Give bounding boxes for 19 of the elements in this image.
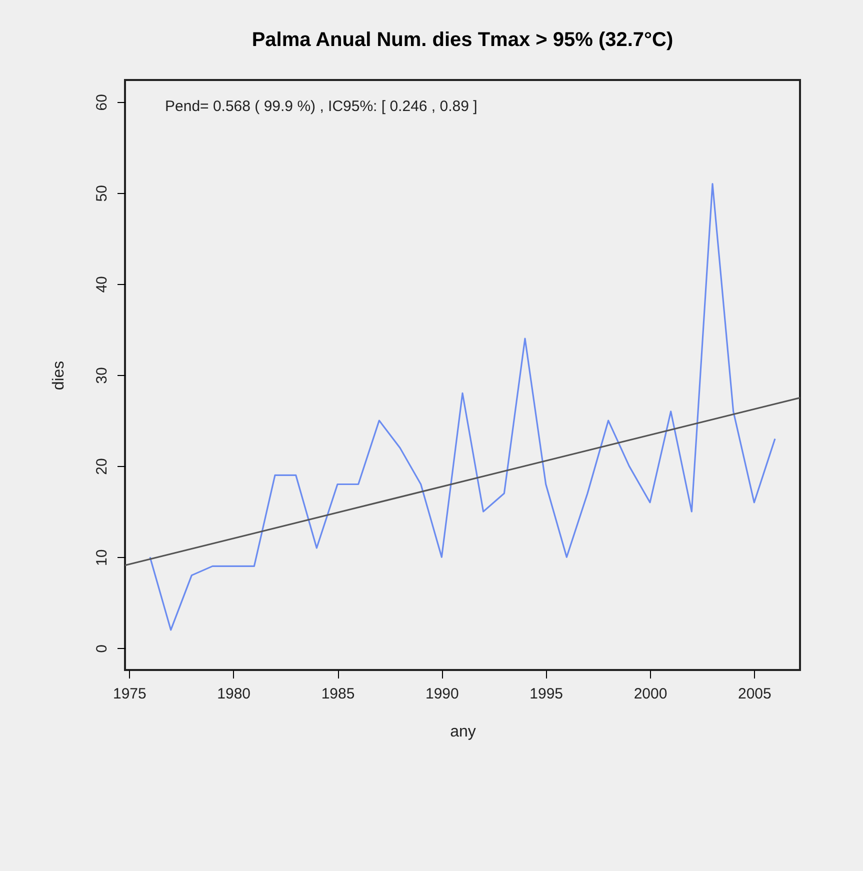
y-tick-label: 0	[94, 644, 110, 653]
y-tick-label: 60	[94, 94, 110, 111]
x-tick-label: 1990	[425, 686, 459, 702]
x-axis-title: any	[450, 724, 476, 740]
x-tick-label: 2005	[738, 686, 772, 702]
y-tick-label: 20	[94, 458, 110, 475]
x-tick-label: 1980	[217, 686, 251, 702]
line-series	[149, 182, 776, 631]
x-tick-label: 1975	[112, 686, 146, 702]
y-tick-label: 10	[94, 549, 110, 566]
chart-title: Palma Anual Num. dies Tmax > 95% (32.7°C)	[252, 29, 674, 51]
x-tick-label: 1985	[321, 686, 355, 702]
x-tick-label: 2000	[634, 686, 668, 702]
annotation: Pend= 0.568 ( 99.9 %) , IC95%: [ 0.246 , 0.89 ]	[165, 98, 478, 115]
y-tick-label: 30	[94, 367, 110, 384]
x-tick-label: 1995	[530, 686, 564, 702]
y-tick-label: 50	[94, 185, 110, 202]
y-axis-title: dies	[50, 360, 68, 390]
y-tick-label: 40	[94, 276, 110, 293]
